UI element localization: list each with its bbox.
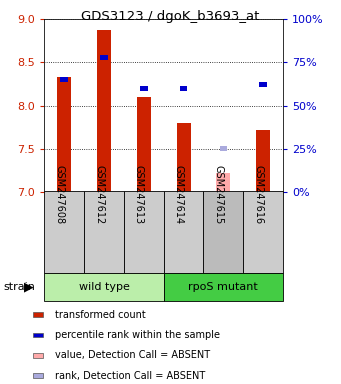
- Bar: [100, 55, 108, 60]
- Text: GSM247615: GSM247615: [213, 166, 223, 225]
- FancyBboxPatch shape: [243, 191, 283, 273]
- Bar: [140, 86, 148, 91]
- FancyBboxPatch shape: [204, 191, 243, 273]
- Text: GSM247616: GSM247616: [253, 166, 263, 225]
- Text: GSM247608: GSM247608: [54, 166, 64, 225]
- Text: ▶: ▶: [24, 281, 34, 293]
- Bar: [33, 373, 43, 378]
- Text: GSM247614: GSM247614: [174, 166, 183, 225]
- Bar: [97, 30, 111, 192]
- Bar: [137, 97, 151, 192]
- FancyBboxPatch shape: [44, 191, 84, 273]
- FancyBboxPatch shape: [84, 191, 124, 273]
- Bar: [259, 82, 267, 88]
- Bar: [60, 77, 68, 82]
- Bar: [57, 77, 71, 192]
- Text: wild type: wild type: [78, 282, 130, 292]
- Bar: [180, 86, 188, 91]
- Text: GSM247613: GSM247613: [134, 166, 144, 225]
- FancyBboxPatch shape: [44, 273, 164, 301]
- Text: percentile rank within the sample: percentile rank within the sample: [55, 330, 220, 340]
- Bar: [33, 333, 43, 337]
- Text: transformed count: transformed count: [55, 310, 145, 320]
- Text: GDS3123 / dgoK_b3693_at: GDS3123 / dgoK_b3693_at: [81, 10, 260, 23]
- Text: GSM247612: GSM247612: [94, 166, 104, 225]
- Text: rpoS mutant: rpoS mutant: [189, 282, 258, 292]
- Bar: [256, 130, 270, 192]
- FancyBboxPatch shape: [164, 273, 283, 301]
- Bar: [217, 173, 230, 192]
- FancyBboxPatch shape: [164, 191, 204, 273]
- Bar: [33, 353, 43, 358]
- Bar: [33, 313, 43, 317]
- Text: strain: strain: [3, 282, 35, 292]
- Text: rank, Detection Call = ABSENT: rank, Detection Call = ABSENT: [55, 371, 205, 381]
- FancyBboxPatch shape: [124, 191, 164, 273]
- Bar: [177, 123, 191, 192]
- Text: value, Detection Call = ABSENT: value, Detection Call = ABSENT: [55, 350, 210, 360]
- Bar: [220, 146, 227, 151]
